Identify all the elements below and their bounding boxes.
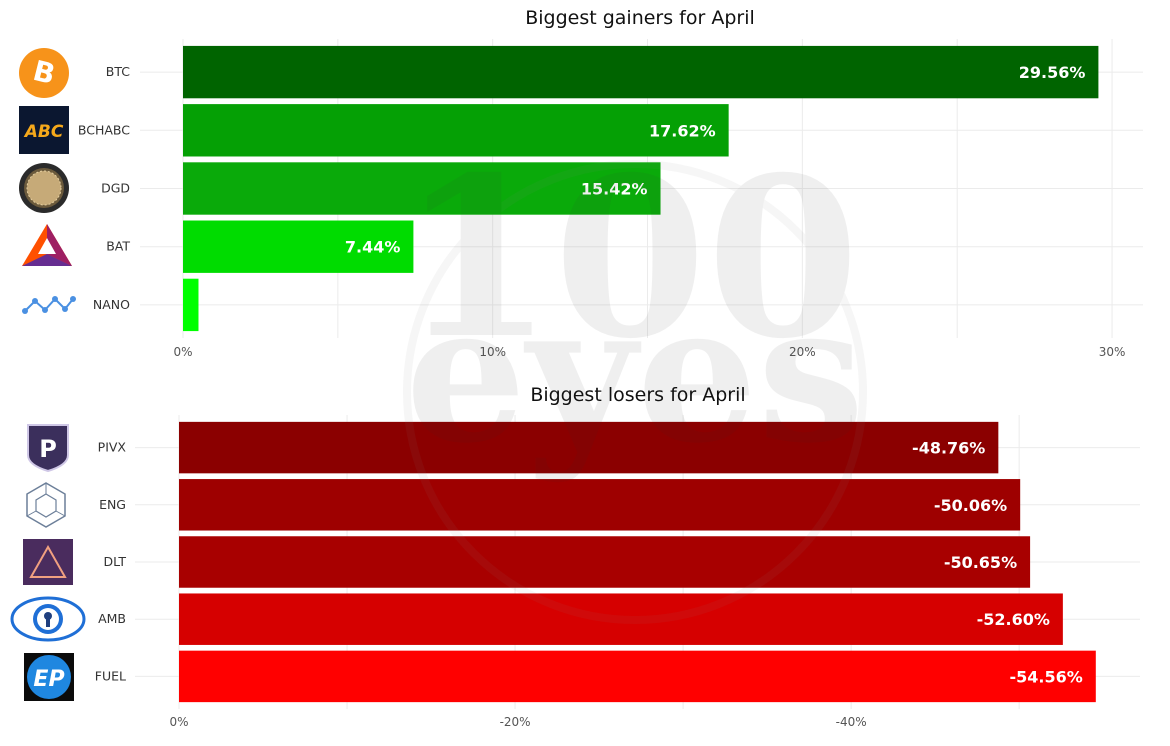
gainers-bars: 29.56% 17.62% 15.42% 7.44% [183, 45, 1099, 332]
losers-value-label-pivx: -48.76% [912, 439, 985, 458]
losers-bar-dlt [179, 536, 1031, 588]
etherparty-icon: EP [24, 653, 74, 701]
losers-category-label: FUEL [95, 668, 126, 683]
losers-x-ticks: 0% -20% -40% [169, 715, 866, 729]
agrello-icon [23, 539, 73, 585]
gainers-chart: Biggest gainers for April 29.56% 17.62% 15… [19, 7, 1143, 359]
losers-categories: PIVX ENG DLT AMB FUEL [95, 440, 127, 684]
losers-category-label: PIVX [98, 440, 127, 455]
losers-icons: P [10, 424, 86, 701]
losers-category-label: DLT [103, 554, 126, 569]
losers-chart: Biggest losers for April -48.76%-50.06%-… [10, 384, 1140, 729]
gainers-category-label: BAT [106, 239, 130, 254]
losers-bar-pivx [179, 421, 999, 474]
gainers-bar-bchabc [183, 104, 729, 157]
svg-text:EP: EP [33, 667, 64, 692]
losers-bar-amb [179, 593, 1063, 645]
losers-category-label: AMB [98, 611, 126, 626]
losers-x-tick-label: -20% [500, 715, 531, 729]
gainers-icons: B ABC [19, 48, 76, 314]
gainers-categories: BTC BCHABC DGD BAT NANO [78, 64, 130, 312]
gainers-bar-dgd [183, 162, 661, 215]
losers-title: Biggest losers for April [530, 384, 745, 406]
gainers-title: Biggest gainers for April [525, 7, 755, 29]
gainers-category-label: BCHABC [78, 122, 130, 137]
gainers-bar-btc [183, 45, 1099, 99]
ambrosus-icon [10, 596, 86, 642]
gainers-value-label-btc: 29.56% [1019, 63, 1086, 82]
gainers-bar-nano [183, 278, 199, 332]
basic-attention-token-icon [22, 224, 72, 266]
losers-value-label-fuel: -54.56% [1010, 667, 1083, 686]
gainers-x-tick-label: 10% [479, 345, 506, 359]
losers-bar-eng [179, 479, 1021, 531]
losers-bars: -48.76% -50.06% -50.65% -52.60% -54.56% [179, 421, 1096, 703]
gainers-x-tick-label: 0% [173, 345, 192, 359]
svg-text:100: 100 [400, 128, 859, 387]
gainers-x-ticks: 0% 10% 20% 30% [173, 345, 1125, 359]
digixdao-icon [19, 163, 69, 213]
watermark-logo: 100 eyes [400, 128, 867, 624]
bitcoin-icon: B [19, 48, 69, 98]
losers-x-tick-label: -40% [836, 715, 867, 729]
svg-text:eyes: eyes [405, 262, 864, 485]
bitcoin-abc-icon: ABC [19, 106, 69, 154]
losers-category-label: ENG [99, 497, 126, 512]
enigma-icon [26, 482, 66, 528]
svg-text:P: P [39, 435, 57, 463]
gainers-x-tick-label: 30% [1099, 345, 1126, 359]
losers-value-label-eng: -50.06% [934, 496, 1007, 515]
nano-icon [22, 296, 76, 314]
pivx-icon: P [27, 424, 69, 473]
gainers-x-tick-label: 20% [789, 345, 816, 359]
losers-value-label-amb: -52.60% [977, 610, 1050, 629]
gainers-category-label: DGD [101, 181, 130, 196]
gainers-value-label-bchabc: 17.62% [649, 121, 716, 140]
losers-x-tick-label: 0% [169, 715, 188, 729]
gainers-bar-bat [183, 220, 414, 273]
losers-bar-fuel [179, 650, 1096, 703]
losers-value-label-dlt: -50.65% [944, 553, 1017, 572]
gainers-value-label-dgd: 15.42% [581, 180, 648, 199]
gainers-category-label: BTC [106, 64, 130, 79]
gainers-value-label-bat: 7.44% [345, 238, 401, 257]
svg-text:ABC: ABC [23, 122, 64, 142]
gainers-category-label: NANO [93, 297, 130, 312]
